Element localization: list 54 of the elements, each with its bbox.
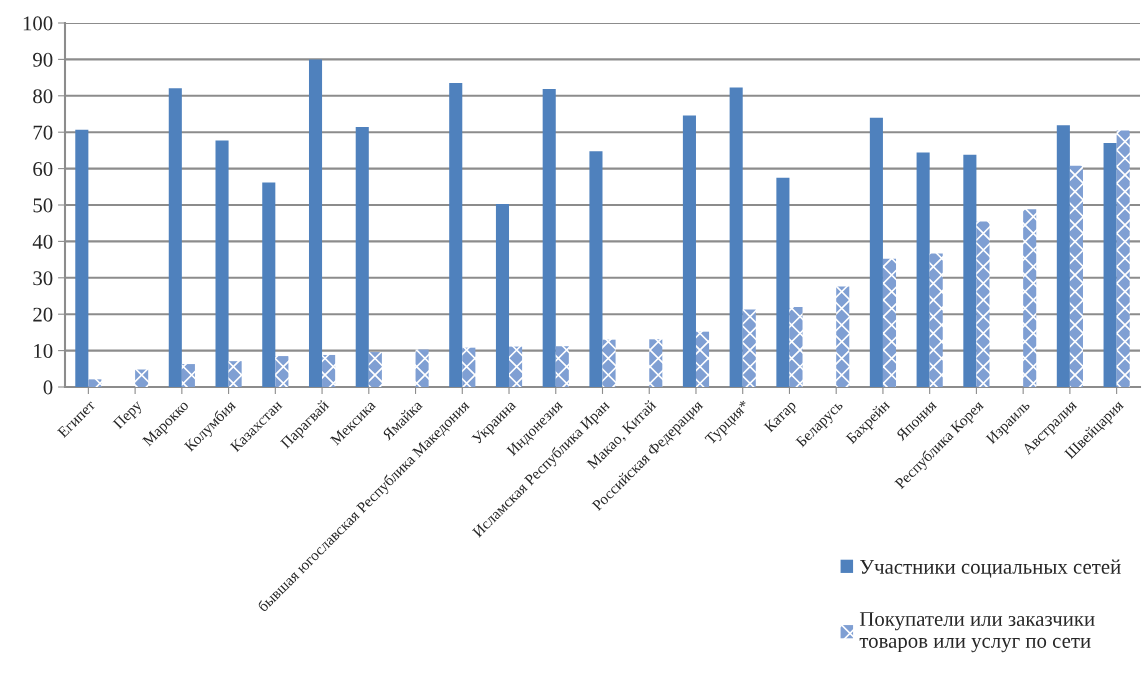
bar (509, 346, 523, 387)
bar (869, 117, 883, 387)
bar (449, 83, 463, 387)
bar (882, 258, 897, 387)
bar (649, 339, 663, 387)
bar (695, 331, 710, 387)
bar (355, 127, 369, 387)
y-tick-label: 70 (33, 125, 53, 140)
y-tick-label: 80 (33, 89, 53, 104)
bar (555, 346, 569, 387)
bar (228, 361, 242, 387)
bar (976, 221, 990, 387)
bar (168, 88, 182, 387)
bar (1103, 143, 1117, 387)
y-tick-label: 30 (33, 271, 53, 286)
y-tick-label: 60 (33, 161, 53, 177)
bar (135, 369, 149, 387)
bar (963, 154, 977, 387)
bar (916, 152, 930, 387)
legend-label: Участники социальных сетей (859, 559, 1121, 578)
bar (88, 379, 102, 387)
bar (495, 203, 510, 387)
bar (836, 286, 850, 387)
y-tick-label: 0 (43, 380, 53, 395)
bar (1069, 165, 1083, 387)
bar (602, 339, 616, 387)
y-tick-label: 20 (33, 307, 53, 322)
bar (729, 87, 743, 387)
y-tick-label: 100 (23, 16, 53, 31)
bar (462, 347, 476, 387)
y-tick-label: 50 (33, 198, 53, 213)
bar (589, 151, 603, 387)
y-tick-label: 40 (32, 234, 53, 249)
bar (682, 115, 696, 387)
bar (542, 88, 556, 387)
legend-label: Покупатели или заказчики товаров или услуг по сети (859, 612, 1095, 653)
bar (322, 354, 336, 387)
bar (789, 306, 803, 387)
bar (181, 364, 195, 387)
bar (929, 253, 943, 387)
y-tick-label: 90 (33, 52, 53, 67)
y-tick-label: 10 (34, 343, 53, 359)
bar (776, 177, 790, 387)
bar (1056, 125, 1070, 387)
bar (1116, 130, 1130, 387)
bar (75, 129, 89, 387)
bar (275, 356, 289, 387)
bar (1023, 209, 1037, 387)
bar (308, 59, 323, 387)
bar (368, 352, 382, 387)
bar (415, 349, 429, 387)
bar (742, 309, 756, 387)
bar (215, 140, 229, 387)
bar (262, 182, 276, 387)
